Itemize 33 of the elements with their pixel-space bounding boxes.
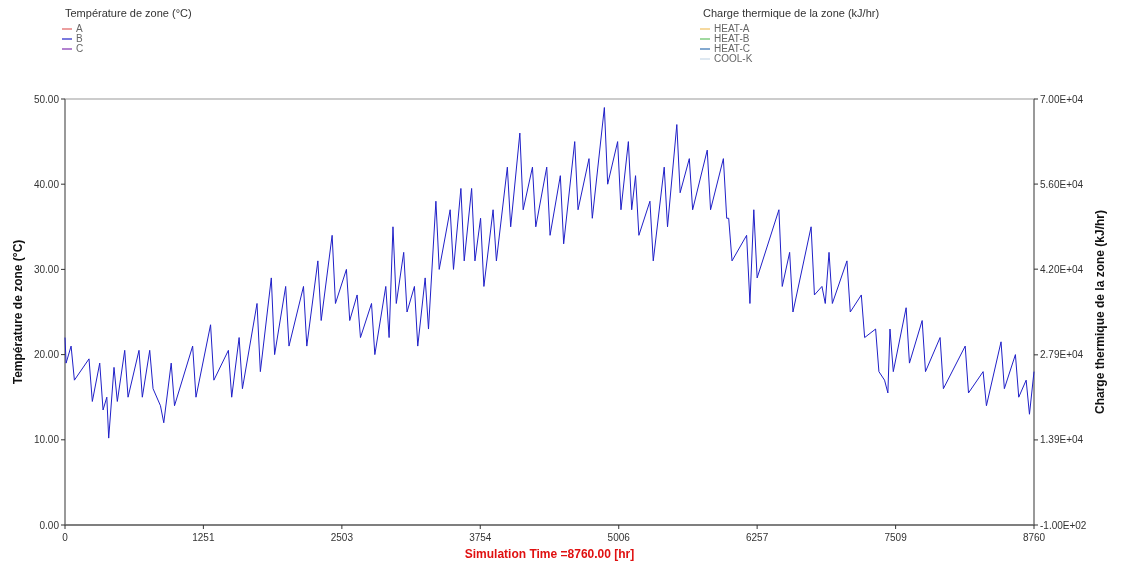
x-tick-label: 2503 (330, 532, 354, 543)
y-tick-label: 0.00 (39, 519, 60, 531)
x-tick-label: 8760 (1022, 532, 1046, 543)
y2-tick-label: -1.00E+02 (1040, 519, 1087, 531)
y-tick-label: 40.00 (33, 178, 60, 190)
y2-tick-label: 1.39E+04 (1040, 434, 1084, 446)
y-tick-label: 10.00 (33, 434, 60, 446)
legend-label: HEAT-B (714, 33, 750, 44)
x-tick-label: 7509 (884, 532, 908, 543)
y2-tick-label: 4.20E+04 (1040, 263, 1084, 275)
y2-tick-label: 7.00E+04 (1040, 93, 1084, 105)
y-axis-title: Température de zone (°C) (11, 239, 25, 385)
y2-tick-label: 5.60E+04 (1040, 178, 1084, 190)
legend-label: B (76, 33, 83, 44)
y2-axis-title: Charge thermique de la zone (kJ/hr) (1093, 209, 1107, 415)
y-tick-label: 50.00 (33, 93, 60, 105)
x-tick-label: 1251 (192, 532, 215, 543)
line-series (64, 107, 1035, 439)
text: Charge thermique de la zone (kJ/hr) (703, 7, 880, 19)
x-axis-title: Simulation Time =8760.00 [hr] (464, 547, 635, 561)
y-tick-label: 30.00 (33, 263, 60, 275)
legend-label: COOL-K (714, 53, 753, 64)
legend-label: HEAT-C (714, 43, 750, 54)
y2-tick-label: 2.79E+04 (1040, 349, 1084, 361)
legend-label: HEAT-A (714, 23, 750, 34)
legend-label: A (76, 23, 83, 34)
x-tick-label: 3754 (469, 532, 492, 543)
x-tick-label: 5006 (607, 532, 631, 543)
x-tick-label: 6257 (746, 532, 769, 543)
legend-title: Température de zone (°C) (65, 7, 192, 19)
x-tick-label: 0 (62, 532, 69, 543)
legend-label: C (76, 43, 84, 54)
y-tick-label: 20.00 (33, 349, 60, 361)
